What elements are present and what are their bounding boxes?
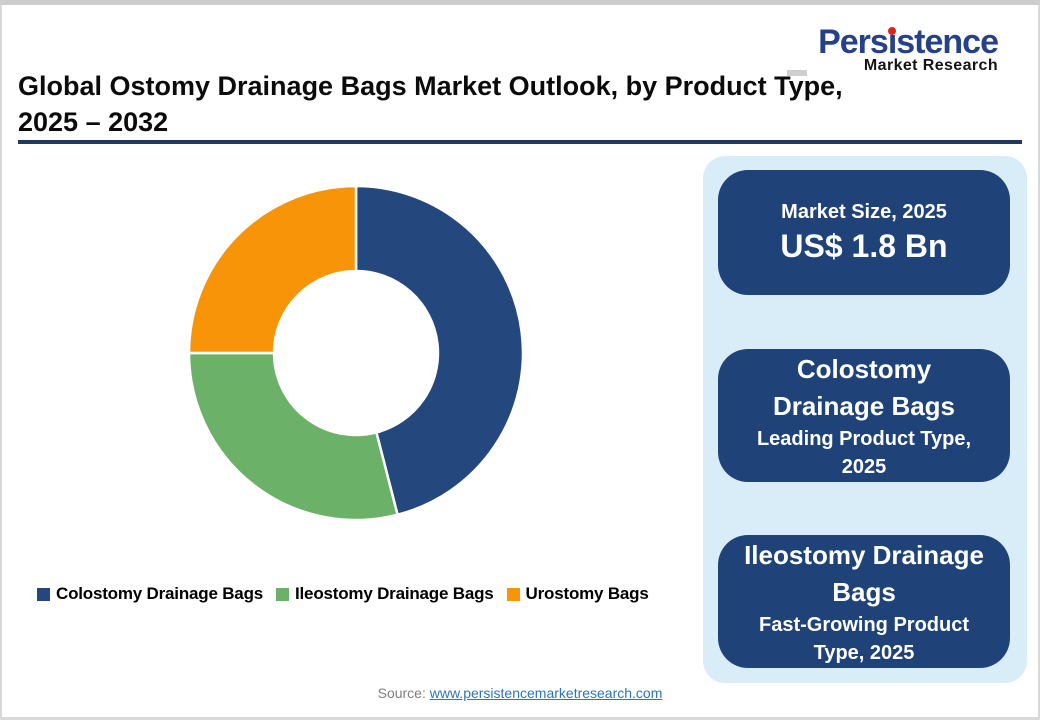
logo-wordmark: Persistence [818, 23, 999, 61]
page-title-line1: Global Ostomy Drainage Bags Market Outlo… [18, 71, 843, 101]
slide-border-left [0, 5, 2, 720]
pmr-logo: Persistence Market Research [818, 23, 999, 75]
donut-slice-1 [187, 351, 399, 522]
title-underline [18, 140, 1022, 144]
donut-slice-0 [354, 184, 525, 516]
logo-mark [787, 70, 807, 76]
legend-label-urostomy: Urostomy Bags [525, 584, 649, 603]
logo-red-dot-i: i [887, 23, 898, 61]
fast-growing-product-card-subtitle: Fast-Growing Product Type, 2025 [759, 613, 969, 664]
legend-swatch-colostomy-icon [37, 587, 50, 601]
legend-label-ileostomy: Ileostomy Drainage Bags [295, 584, 494, 603]
page-title: Global Ostomy Drainage Bags Market Outlo… [18, 68, 978, 140]
donut-slice-2 [187, 184, 358, 355]
legend-item-urostomy: Urostomy Bags [506, 584, 649, 604]
logo-text-pre: Pers [818, 23, 889, 61]
source-label: Source: [377, 685, 426, 701]
leading-product-card-title: Colostomy Drainage Bags [772, 353, 956, 421]
highlight-panel: Market Size, 2025 US$ 1.8 Bn Colostomy D… [703, 156, 1027, 683]
chart-legend: Colostomy Drainage Bags Ileostomy Draina… [37, 584, 662, 604]
market-size-card-value: US$ 1.8 Bn [780, 228, 948, 264]
legend-swatch-ileostomy-icon [276, 587, 290, 601]
market-size-card: Market Size, 2025 US$ 1.8 Bn [718, 170, 1010, 295]
donut-chart [187, 184, 525, 522]
page-title-line2: 2025 – 2032 [18, 107, 169, 137]
legend-item-colostomy: Colostomy Drainage Bags [37, 584, 263, 604]
fast-growing-product-card: Ileostomy Drainage Bags Fast-Growing Pro… [718, 535, 1010, 668]
market-size-card-title: Market Size, 2025 [781, 201, 947, 223]
slide-border-top [0, 0, 1040, 5]
logo-tagline: Market Research [863, 57, 998, 74]
fast-growing-product-card-title: Ileostomy Drainage Bags [744, 539, 984, 607]
slide-border-right [1038, 5, 1040, 720]
leading-product-card: Colostomy Drainage Bags Leading Product … [718, 349, 1010, 482]
source-line: Source: www.persistencemarketresearch.co… [0, 685, 1040, 701]
legend-label-colostomy: Colostomy Drainage Bags [56, 584, 264, 603]
legend-item-ileostomy: Ileostomy Drainage Bags [276, 584, 494, 604]
source-link[interactable]: www.persistencemarketresearch.com [429, 685, 663, 701]
legend-swatch-urostomy-icon [506, 587, 520, 601]
slide-border-bottom [0, 717, 1040, 720]
leading-product-card-subtitle: Leading Product Type, 2025 [756, 427, 972, 478]
logo-text-post: stence [896, 23, 999, 61]
